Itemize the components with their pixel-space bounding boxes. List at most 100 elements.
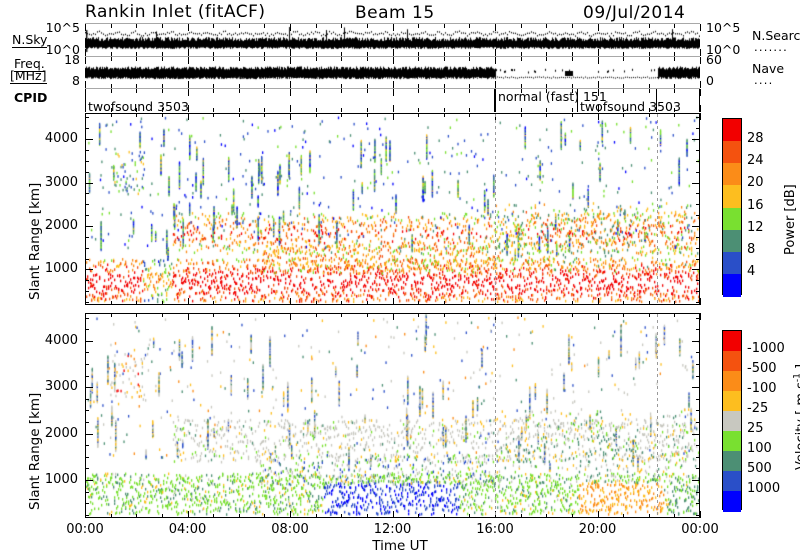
noise-x-tick [469,52,471,56]
freq-panel-bottom-rule [85,88,700,89]
nave-style-hint: .... [754,73,774,87]
cpid-x-tick [520,108,522,112]
nsearch-tick-top: 10^5 [706,20,741,35]
velocity-y-minor-tick [696,456,700,458]
noise-x-tick-top [238,24,240,28]
velocity-y-minor-tick [85,410,89,412]
velocity-colorbar-segment [723,411,741,432]
noise-x-tick-top [136,24,138,28]
velocity-y-minor-tick [696,421,700,423]
noise-x-tick [136,52,138,56]
noise-x-tick-top [418,24,420,28]
freq-x-tick [546,84,548,88]
freq-x-tick-top [418,57,420,61]
power-y-axis-label: Slant Range [km] [27,182,43,300]
freq-x-tick [520,84,522,88]
velocity-y-minor-tick [696,514,700,516]
velocity-colorbar-label: 25 [747,421,764,436]
freq-x-tick [469,84,471,88]
power-colorbar-title: Power [dB] [783,184,798,255]
noise-x-tick [213,52,215,56]
cpid-x-tick [161,108,163,112]
nsky-tick-bottom: 10^0 [45,42,80,57]
power-x-tick [520,301,522,305]
power-x-tick [85,298,86,305]
power-y-minor-tick [696,149,700,151]
noise-x-tick [366,52,368,56]
cpid-boundary [699,89,700,112]
noise-x-tick [571,52,573,56]
cpid-x-tick [648,108,650,112]
velocity-scatter-canvas [86,314,699,517]
beam-label: Beam 15 [355,3,435,23]
velocity-y-minor-tick [696,364,700,366]
power-x-tick-top [392,113,394,120]
cpid-boundary [85,89,86,112]
cpid-x-tick-top [648,89,650,93]
power-y-minor-tick [85,258,89,260]
cpid-x-tick-top [290,89,291,96]
power-x-tick-top [546,113,548,117]
velocity-colorbar-segment [723,491,741,512]
power-y-minor-tick [85,280,89,282]
power-x-tick [392,298,394,305]
power-y-minor-tick [85,193,89,195]
velocity-y-minor-tick [696,398,700,400]
velocity-x-tick-top [110,313,112,317]
cpid-boundary [494,89,495,112]
power-y-minor-tick [696,117,700,119]
power-colorbar-segment [723,119,741,142]
velocity-y-minor-tick [85,503,89,505]
nsearch-style-hint: ....... [754,40,788,54]
noise-x-tick-top [85,24,86,31]
cpid-x-tick-top [161,89,163,93]
cpid-x-tick-top [520,89,522,93]
x-tick-label-4: 16:00 [476,522,514,537]
power-colorbar-segment [723,273,741,297]
velocity-x-tick-top [187,313,189,320]
velocity-y-major-tick [692,340,700,342]
power-x-tick [443,301,445,305]
noise-x-tick-top [623,24,625,28]
power-x-tick-top [213,113,215,117]
nave-label: Nave [752,61,785,76]
cpid-x-tick-top [418,89,420,93]
power-x-tick-top [366,113,368,117]
velocity-x-tick-top [161,313,163,317]
velocity-cpid-marker-0 [495,314,496,517]
velocity-x-tick-top [571,313,573,317]
freq-x-tick-top [341,57,343,61]
velocity-y-minor-tick [85,317,89,319]
power-y-minor-tick [696,247,700,249]
freq-x-tick-top [85,57,86,64]
freq-x-tick-top [366,57,368,61]
nsky-label: N.Sky [12,32,48,48]
velocity-colorbar-segment [723,351,741,372]
freq-x-tick-top [597,57,599,64]
freq-x-tick [238,84,240,88]
velocity-colorbar-label: 100 [747,441,772,456]
power-x-tick [136,301,138,305]
power-x-tick-top [264,113,266,117]
velocity-x-tick [341,514,343,518]
cpid-entry-label: twofsound 3503 [580,99,681,114]
power-colorbar-label: 20 [747,175,764,191]
velocity-x-tick [418,514,420,518]
power-y-minor-tick [696,280,700,282]
power-y-minor-tick [696,258,700,260]
power-x-tick-top [136,113,138,117]
power-colorbar-segment [723,207,741,231]
power-x-tick [238,301,240,305]
velocity-colorbar-label: 500 [747,461,772,476]
velocity-x-tick-top [290,313,291,320]
freq-x-tick-top [520,57,522,61]
velocity-y-minor-tick [696,375,700,377]
freq-x-tick [315,84,317,88]
freq-x-tick [110,84,112,88]
cpid-x-tick-top [392,89,394,96]
noise-x-tick-top [341,24,343,28]
power-x-tick [264,301,266,305]
noise-x-tick-top [315,24,317,28]
velocity-x-tick [315,514,317,518]
freq-x-tick-top [648,57,650,61]
